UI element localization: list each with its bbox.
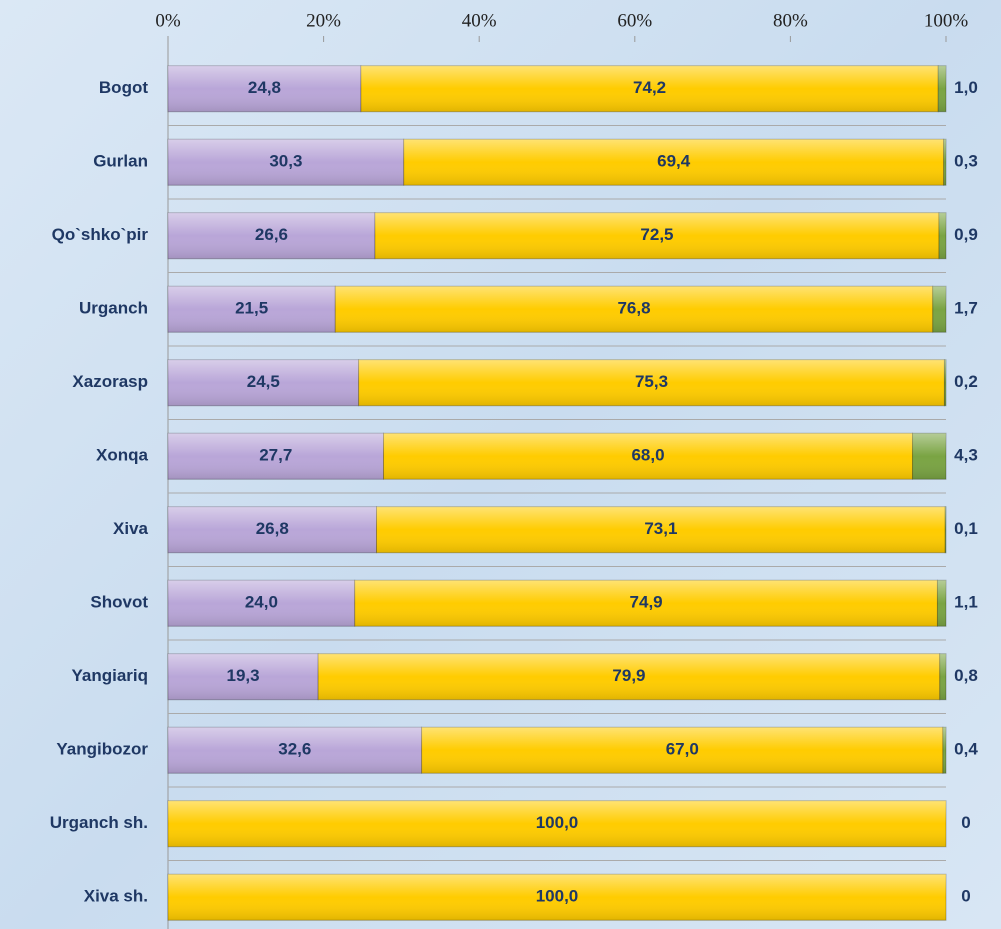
data-label: 0,8 <box>954 666 978 685</box>
data-label: 0,4 <box>954 740 978 759</box>
bar-shade <box>168 212 375 259</box>
bar-shade <box>932 286 946 333</box>
x-tick-label: 80% <box>773 10 808 31</box>
bar-shade <box>168 286 336 333</box>
data-label: 1,7 <box>954 299 978 318</box>
bar-shade <box>945 506 946 553</box>
bar-shade <box>403 139 944 186</box>
bar-shade <box>168 359 359 406</box>
bar-shade <box>943 139 946 186</box>
bar-shade <box>938 212 946 259</box>
category-label: Shovot <box>90 593 148 612</box>
x-tick-label: 60% <box>617 10 652 31</box>
data-label: 24,0 <box>245 593 278 612</box>
data-label: 72,5 <box>640 225 673 244</box>
bar-shade <box>937 580 946 627</box>
bar-shade <box>168 727 422 774</box>
bar-shade <box>938 65 946 112</box>
bar-shade <box>360 65 939 112</box>
bar-shade <box>335 286 933 333</box>
x-tick-label: 40% <box>462 10 497 31</box>
x-tick-label: 100% <box>924 10 969 31</box>
data-label: 79,9 <box>612 666 645 685</box>
data-label: 26,8 <box>256 519 289 538</box>
data-label: 75,3 <box>635 372 668 391</box>
bar-shade <box>421 727 943 774</box>
data-label: 0,3 <box>954 152 978 171</box>
bar-shade <box>358 359 945 406</box>
category-label: Yangiariq <box>71 666 148 685</box>
category-label: Qo`shko`pir <box>52 225 149 244</box>
bar-shade <box>168 653 319 700</box>
bar-shade <box>168 139 404 186</box>
data-label: 19,3 <box>227 666 260 685</box>
data-label: 24,8 <box>248 78 281 97</box>
category-label: Gurlan <box>93 152 148 171</box>
data-label: 30,3 <box>269 152 302 171</box>
bar-shade <box>168 506 377 553</box>
data-label: 1,0 <box>954 78 978 97</box>
data-label: 27,7 <box>259 446 292 465</box>
category-label: Bogot <box>99 78 148 97</box>
bar-shade <box>168 580 355 627</box>
category-label: Xonqa <box>96 446 148 465</box>
data-label: 4,3 <box>954 446 978 465</box>
bar-shade <box>939 653 946 700</box>
data-label: 0,1 <box>954 519 978 538</box>
category-label: Yangibozor <box>56 740 148 759</box>
bar-shade <box>168 65 361 112</box>
data-label: 74,2 <box>633 78 666 97</box>
category-label: Urganch sh. <box>50 813 148 832</box>
category-label: Urganch <box>79 299 148 318</box>
data-label: 73,1 <box>644 519 677 538</box>
data-label: 76,8 <box>617 299 650 318</box>
x-tick-label: 20% <box>306 10 341 31</box>
bar-shade <box>318 653 940 700</box>
bar-shade <box>168 800 946 847</box>
bar-shade <box>944 359 946 406</box>
bar-shade <box>383 433 913 480</box>
x-tick-label: 0% <box>155 10 181 31</box>
bar-shade <box>168 874 946 921</box>
bar-shade <box>374 212 939 259</box>
data-label: 0 <box>961 887 970 906</box>
data-label: 26,6 <box>255 225 288 244</box>
bar-shade <box>354 580 938 627</box>
category-label: Xiva <box>113 519 149 538</box>
data-label: 0,9 <box>954 225 978 244</box>
category-label: Xiva sh. <box>84 887 148 906</box>
data-label: 32,6 <box>278 740 311 759</box>
data-label: 0,2 <box>954 372 978 391</box>
bar-shade <box>942 727 946 774</box>
category-label: Xazorasp <box>72 372 148 391</box>
data-label: 100,0 <box>536 887 579 906</box>
data-label: 74,9 <box>630 593 663 612</box>
data-label: 24,5 <box>247 372 280 391</box>
data-label: 1,1 <box>954 593 978 612</box>
bar-shade <box>376 506 946 553</box>
data-label: 67,0 <box>666 740 699 759</box>
data-label: 21,5 <box>235 299 268 318</box>
bar-shade <box>912 433 946 480</box>
data-label: 0 <box>961 813 970 832</box>
bar-shade <box>168 433 384 480</box>
data-label: 68,0 <box>631 446 664 465</box>
data-label: 100,0 <box>536 813 579 832</box>
data-label: 69,4 <box>657 152 691 171</box>
